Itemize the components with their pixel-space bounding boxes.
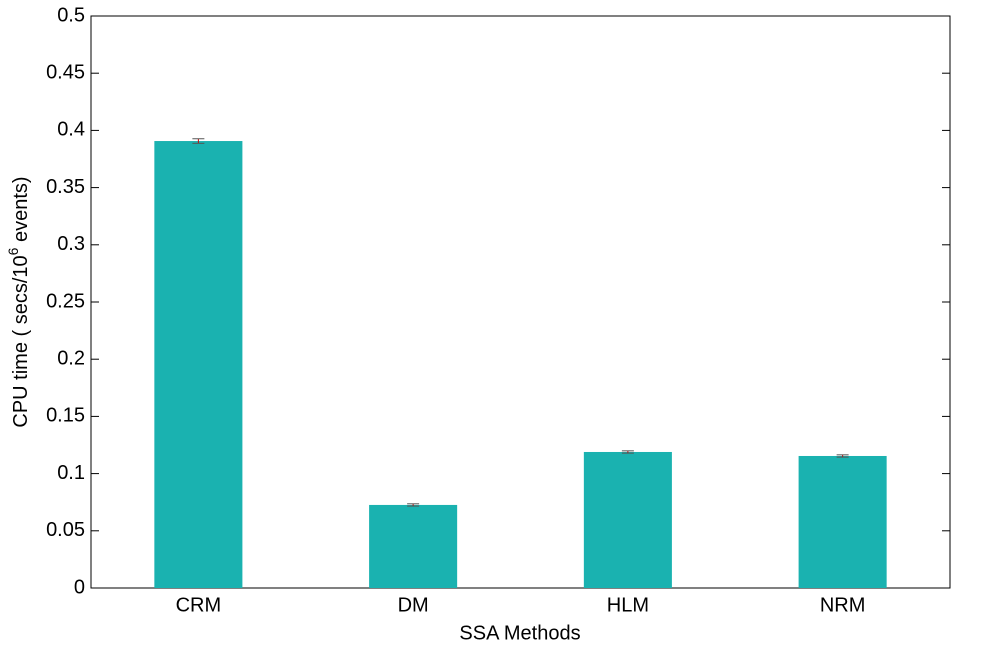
y-axis-label-main: CPU time ( secs/10	[10, 255, 32, 427]
y-tick-label: 0.1	[57, 462, 85, 484]
y-axis-label-sup: 6	[5, 247, 21, 255]
y-tick-label: 0.05	[46, 519, 85, 541]
y-tick-label: 0.25	[46, 290, 85, 312]
x-tick-label: DM	[398, 594, 429, 616]
y-tick-label: 0.5	[57, 4, 85, 26]
x-tick-label: NRM	[820, 594, 866, 616]
y-axis-label-end: events)	[10, 176, 32, 247]
y-tick-label: 0	[74, 576, 85, 598]
bar	[154, 141, 243, 589]
y-tick-label: 0.2	[57, 347, 85, 369]
y-tick-label: 0.45	[46, 61, 85, 83]
y-tick-label: 0.35	[46, 176, 85, 198]
bar	[583, 451, 672, 588]
x-axis-label: SSA Methods	[459, 622, 580, 644]
x-tick-label: CRM	[176, 594, 222, 616]
x-tick-label: HLM	[607, 594, 649, 616]
bar	[369, 504, 458, 588]
y-tick-label: 0.15	[46, 405, 85, 427]
y-tick-label: 0.3	[57, 233, 85, 255]
bar	[798, 455, 887, 588]
y-tick-label: 0.4	[57, 119, 85, 141]
y-axis-label: CPU time ( secs/106 events)	[5, 176, 33, 427]
